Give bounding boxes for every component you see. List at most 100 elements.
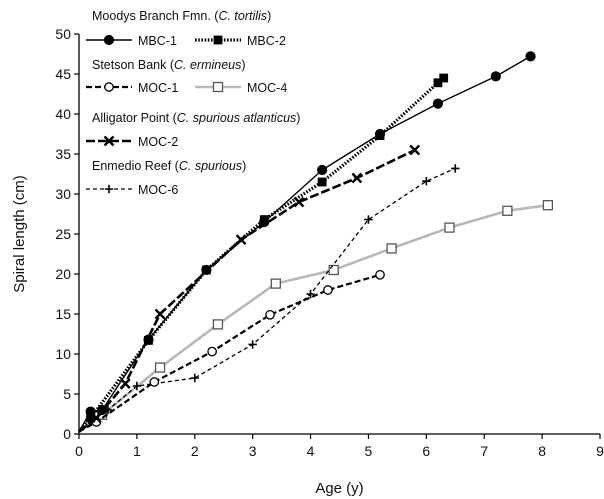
data-point (525, 51, 536, 62)
data-point (409, 144, 421, 156)
y-axis-label: Spiral length (cm) (11, 175, 28, 293)
data-point (154, 362, 166, 373)
y-tick-label: 10 (55, 346, 71, 362)
x-tick-label: 9 (596, 443, 604, 459)
legend-species: C. spurious atlanticus (177, 111, 297, 125)
x-tick-label: 6 (422, 443, 430, 459)
data-point (85, 406, 96, 417)
data-point (422, 177, 431, 186)
series-moc-4 (78, 200, 554, 433)
y-tick-label: 40 (55, 106, 71, 122)
data-point (212, 81, 224, 93)
y-tick-label: 25 (55, 226, 71, 242)
y-tick-label: 15 (55, 306, 71, 322)
legend-close: ) (241, 58, 245, 72)
y-tick-label: 45 (55, 66, 71, 82)
y-tick-label: 5 (63, 386, 71, 402)
legend-close: ) (296, 111, 300, 125)
x-tick-label: 3 (249, 443, 257, 459)
data-point (351, 172, 363, 184)
legend-site: Moodys Branch Fmn. ( (92, 9, 219, 23)
data-point (375, 269, 385, 280)
y-tick-label: 20 (55, 266, 71, 282)
data-point (103, 34, 115, 46)
data-point (270, 278, 281, 289)
data-point (149, 377, 160, 387)
x-tick-label: 7 (480, 443, 488, 459)
data-point (212, 319, 224, 330)
data-point (97, 404, 108, 416)
data-point (432, 98, 444, 109)
legend-close: ) (267, 9, 271, 23)
legend-group-title: Moodys Branch Fmn. (C. tortilis) (92, 9, 271, 23)
data-point (317, 177, 327, 187)
series-line (78, 203, 549, 433)
data-point (317, 164, 328, 176)
legend-entry-moc-2: MOC-2 (86, 135, 178, 149)
legend-entry-mbc-1: MBC-1 (86, 34, 177, 48)
legend-label: MBC-1 (138, 34, 177, 48)
legend-label: MOC-2 (138, 135, 178, 149)
data-point (323, 285, 333, 295)
x-tick-label: 0 (75, 443, 83, 459)
legend-species: C. spurious (179, 159, 242, 173)
data-point (259, 216, 270, 228)
legend-close: ) (242, 159, 246, 173)
legend-entry-moc-6: MOC-6 (86, 183, 178, 197)
legend-species: C. tortilis (218, 9, 267, 23)
data-point (143, 334, 154, 345)
x-tick-label: 2 (191, 443, 199, 459)
series-line (77, 76, 445, 433)
legend-site: Stetson Bank ( (92, 58, 175, 72)
data-point (154, 308, 166, 320)
data-point (374, 128, 386, 140)
x-tick-label: 8 (538, 443, 546, 459)
data-point (248, 340, 257, 349)
series-line (78, 167, 456, 433)
legend-group-title: Alligator Point (C. spurious atlanticus) (92, 111, 300, 125)
data-point (433, 78, 443, 88)
legend-species: C. ermineus (174, 58, 241, 72)
data-point (132, 381, 142, 391)
legend-label: MOC-1 (138, 81, 178, 95)
series-layer (77, 51, 554, 433)
data-point (490, 71, 501, 82)
data-point (190, 373, 199, 383)
legend-label: MBC-2 (247, 34, 286, 48)
y-tick-label: 50 (55, 26, 71, 42)
data-point (265, 309, 275, 320)
legend-entry-moc-4: MOC-4 (195, 81, 287, 95)
data-point (364, 215, 373, 224)
y-tick-label: 35 (55, 146, 71, 162)
legend-site: Enmedio Reef ( (92, 159, 180, 173)
legend-label: MOC-6 (138, 183, 178, 197)
data-point (306, 289, 315, 299)
legend: Moodys Branch Fmn. (C. tortilis) Stetson … (86, 9, 300, 197)
legend-label: MOC-4 (247, 81, 287, 95)
data-point (201, 264, 212, 276)
x-tick-label: 4 (307, 443, 315, 459)
data-point (86, 413, 95, 423)
data-point (103, 135, 115, 147)
series-moc-6 (78, 164, 460, 433)
series-line (78, 273, 381, 433)
data-point (104, 184, 114, 194)
data-point (451, 164, 460, 173)
data-point (542, 200, 554, 211)
series-moc-1 (78, 269, 385, 433)
legend-site: Alligator Point ( (92, 111, 178, 125)
data-point (328, 264, 339, 276)
y-tick-label: 0 (63, 426, 71, 442)
data-point (439, 73, 449, 83)
y-tick-label: 30 (55, 186, 71, 202)
data-point (207, 346, 217, 357)
x-tick-label: 5 (365, 443, 373, 459)
data-point (502, 205, 513, 216)
data-point (213, 35, 223, 45)
x-axis-label: Age (y) (315, 480, 363, 497)
series-line (78, 148, 416, 433)
legend-group-title: Enmedio Reef (C. spurious) (92, 159, 246, 173)
legend-entry-mbc-2: MBC-2 (195, 34, 286, 48)
